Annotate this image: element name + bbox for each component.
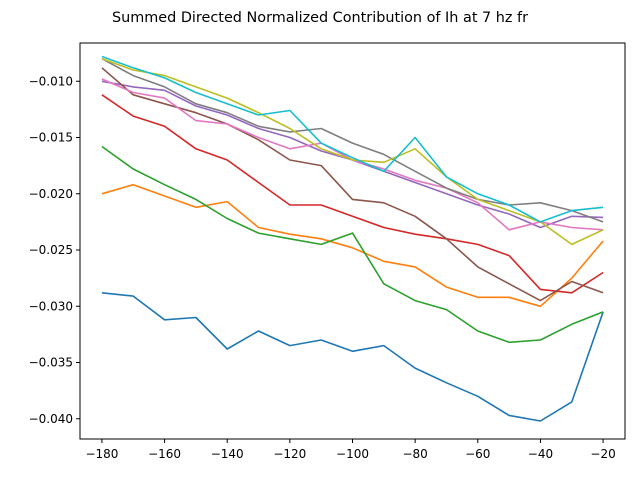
x-tick-label: −60 [465, 447, 490, 461]
series-line-7 [101, 78, 604, 231]
x-tick-label: −40 [528, 447, 553, 461]
series-line-6 [101, 67, 604, 302]
series-layer [101, 55, 604, 422]
series-line-10 [101, 55, 604, 223]
y-tick-label: −0.025 [29, 243, 73, 257]
x-tick-label: −80 [402, 447, 427, 461]
x-tick-label: −20 [590, 447, 615, 461]
x-tick-label: −100 [336, 447, 369, 461]
series-line-2 [101, 183, 604, 308]
series-line-1 [101, 292, 604, 422]
x-tick-label: −180 [85, 447, 118, 461]
y-tick-label: −0.040 [29, 412, 73, 426]
y-tick-label: −0.015 [29, 131, 73, 145]
y-tick-label: −0.010 [29, 74, 73, 88]
series-line-5 [101, 80, 604, 229]
y-tick-label: −0.035 [29, 356, 73, 370]
series-line-4 [101, 94, 604, 294]
series-line-9 [101, 57, 604, 246]
y-tick-label: −0.030 [29, 299, 73, 313]
y-tick-label: −0.020 [29, 187, 73, 201]
x-axis: −180 −160 −140 −120 −100 −80 −60 −40 −20 [85, 439, 616, 461]
series-line-8 [101, 57, 604, 223]
x-tick-label: −120 [273, 447, 306, 461]
y-axis: −0.040 −0.035 −0.030 −0.025 −0.020 −0.015 −0.0… [29, 74, 80, 426]
series-line-3 [101, 145, 604, 344]
chart-title: Summed Directed Normalized Contribution … [112, 10, 528, 26]
x-tick-label: −160 [148, 447, 181, 461]
x-tick-label: −140 [211, 447, 244, 461]
